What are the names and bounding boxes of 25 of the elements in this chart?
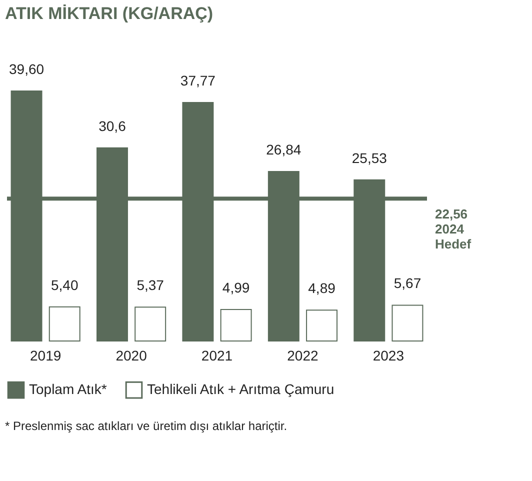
bar bbox=[220, 308, 252, 342]
bar bbox=[306, 310, 338, 342]
data-label: 30,6 bbox=[98, 118, 126, 134]
x-tick-label: 2019 bbox=[30, 348, 62, 364]
x-tick-label: 2023 bbox=[372, 348, 404, 364]
data-label: 39,60 bbox=[9, 61, 44, 77]
data-label: 5,40 bbox=[50, 276, 78, 293]
chart-title: ATIK MİKTARI (KG/ARAÇ) bbox=[5, 4, 214, 23]
ref-line-label: 22,56 2024 Hedef bbox=[435, 206, 472, 252]
legend-label: Toplam Atık* bbox=[29, 381, 108, 398]
data-label: 37,77 bbox=[180, 72, 216, 89]
data-label: 5,67 bbox=[394, 275, 422, 292]
data-label: 5,37 bbox=[136, 277, 164, 294]
legend-label: Tehlikeli Atık + Arıtma Çamuru bbox=[147, 381, 334, 398]
x-tick-label: 2022 bbox=[287, 348, 318, 364]
data-label: 4,89 bbox=[308, 280, 336, 296]
x-tick-label: 2021 bbox=[201, 348, 233, 364]
bar bbox=[48, 306, 80, 342]
text: * Preslenmiş sac atıkları ve üretim dışı atıklar hariçtir. bbox=[5, 419, 288, 433]
bar bbox=[392, 304, 424, 342]
x-tick-label: 2020 bbox=[116, 348, 148, 364]
data-label: 25,53 bbox=[352, 150, 388, 166]
bar bbox=[134, 306, 166, 342]
data-label: 26,84 bbox=[266, 142, 302, 158]
data-label: 4,99 bbox=[222, 279, 250, 296]
